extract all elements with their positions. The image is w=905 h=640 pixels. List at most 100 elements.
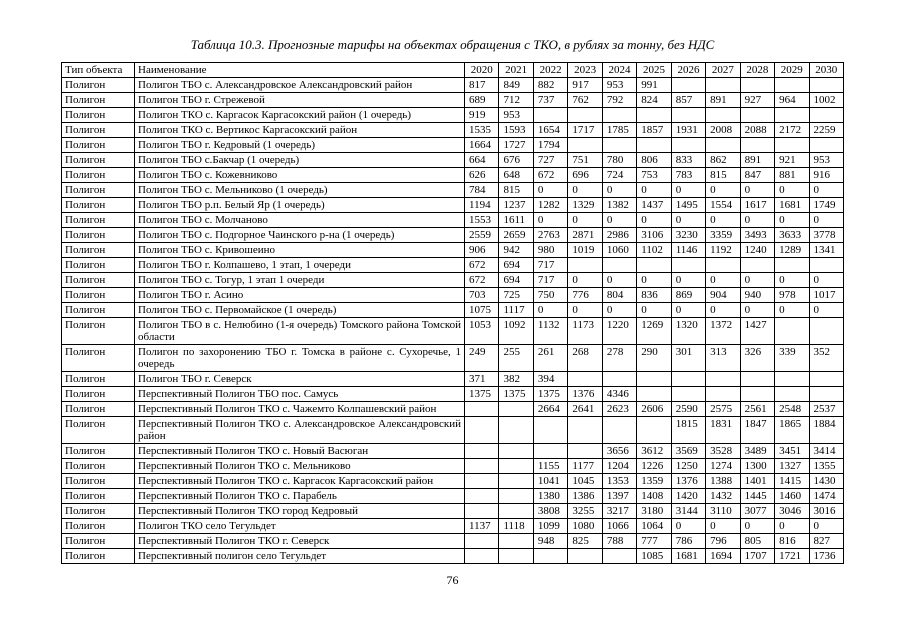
cell-tariff-value: 882: [532, 77, 569, 93]
cell-tariff-value: 371: [463, 371, 500, 387]
cell-tariff-value: [774, 107, 810, 123]
column-header: 2022: [532, 62, 569, 78]
cell-object-type: Полигон: [61, 503, 135, 519]
cell-tariff-value: 290: [636, 344, 672, 372]
column-header: 2024: [601, 62, 638, 78]
cell-tariff-value: 1075: [463, 302, 500, 318]
cell-tariff-value: 0: [705, 212, 741, 228]
table-row: Полигон Полигон ТБО с. Подгорное Чаинског…: [61, 227, 845, 243]
cell-tariff-value: 2664: [532, 401, 569, 417]
cell-facility-name: Полигон ТБО р.п. Белый Яр (1 очередь): [134, 197, 465, 213]
cell-tariff-value: [670, 137, 707, 153]
cell-tariff-value: 1327: [774, 458, 810, 474]
cell-tariff-value: 1300: [739, 458, 776, 474]
cell-tariff-value: 1137: [463, 518, 500, 534]
cell-tariff-value: 1085: [636, 548, 672, 564]
cell-tariff-value: 703: [463, 287, 500, 303]
cell-tariff-value: 1376: [670, 473, 707, 489]
cell-object-type: Полигон: [61, 197, 135, 213]
cell-facility-name: Перспективный полигон село Тегульдет: [134, 548, 465, 564]
cell-tariff-value: 0: [601, 212, 638, 228]
cell-tariff-value: 1375: [498, 386, 534, 402]
cell-object-type: Полигон: [61, 77, 135, 93]
table-row: Полигон Полигон ТБО с. Мельниково (1 очер…: [61, 182, 845, 198]
cell-tariff-value: 1694: [705, 548, 741, 564]
cell-tariff-value: 1269: [636, 317, 672, 345]
cell-tariff-value: 1408: [636, 488, 672, 504]
cell-tariff-value: [498, 443, 534, 459]
cell-tariff-value: 2537: [808, 401, 845, 417]
cell-tariff-value: 1194: [463, 197, 500, 213]
cell-tariff-value: 1282: [532, 197, 569, 213]
cell-tariff-value: 815: [705, 167, 741, 183]
cell-tariff-value: 1177: [567, 458, 603, 474]
cell-tariff-value: 1815: [670, 416, 707, 444]
cell-tariff-value: 0: [636, 302, 672, 318]
cell-tariff-value: 891: [739, 152, 776, 168]
cell-tariff-value: 3808: [532, 503, 569, 519]
cell-tariff-value: 784: [463, 182, 500, 198]
cell-tariff-value: [808, 257, 845, 273]
cell-tariff-value: 727: [532, 152, 569, 168]
cell-tariff-value: [705, 257, 741, 273]
cell-tariff-value: 0: [705, 182, 741, 198]
cell-tariff-value: 1495: [670, 197, 707, 213]
cell-facility-name: Полигон ТКО с. Вертикос Каргасокский рай…: [134, 122, 465, 138]
cell-tariff-value: 1432: [705, 488, 741, 504]
table-row: Полигон Полигон ТБО с. Кожевниково 626 648 6…: [61, 167, 845, 183]
cell-tariff-value: 3077: [739, 503, 776, 519]
cell-tariff-value: 1117: [498, 302, 534, 318]
cell-tariff-value: 694: [498, 272, 534, 288]
cell-tariff-value: [463, 458, 500, 474]
cell-tariff-value: 919: [463, 107, 500, 123]
cell-tariff-value: 904: [705, 287, 741, 303]
cell-tariff-value: 3359: [705, 227, 741, 243]
cell-tariff-value: 750: [532, 287, 569, 303]
cell-tariff-value: 1274: [705, 458, 741, 474]
cell-tariff-value: [774, 137, 810, 153]
table-row: Полигон Перспективный Полигон ТКО город К…: [61, 503, 845, 519]
cell-tariff-value: [739, 107, 776, 123]
cell-tariff-value: [463, 533, 500, 549]
cell-tariff-value: 1002: [808, 92, 845, 108]
cell-tariff-value: 737: [532, 92, 569, 108]
cell-tariff-value: 3656: [601, 443, 638, 459]
cell-facility-name: Полигон ТБО с. Подгорное Чаинского р-на …: [134, 227, 465, 243]
cell-tariff-value: 0: [567, 272, 603, 288]
cell-tariff-value: 847: [739, 167, 776, 183]
cell-tariff-value: [601, 257, 638, 273]
cell-facility-name: Полигон ТБО г. Стрежевой: [134, 92, 465, 108]
cell-facility-name: Перспективный Полигон ТКО с. Парабель: [134, 488, 465, 504]
cell-tariff-value: 724: [601, 167, 638, 183]
cell-tariff-value: 0: [532, 302, 569, 318]
cell-facility-name: Полигон ТБО с. Кривошеино: [134, 242, 465, 258]
cell-tariff-value: 382: [498, 371, 534, 387]
cell-tariff-value: [498, 488, 534, 504]
cell-facility-name: Перспективный Полигон ТКО с. Александров…: [134, 416, 465, 444]
cell-tariff-value: 352: [808, 344, 845, 372]
cell-tariff-value: 783: [670, 167, 707, 183]
cell-tariff-value: 857: [670, 92, 707, 108]
cell-object-type: Полигон: [61, 257, 135, 273]
cell-tariff-value: 3217: [601, 503, 638, 519]
cell-tariff-value: 0: [808, 272, 845, 288]
cell-tariff-value: 2088: [739, 122, 776, 138]
cell-tariff-value: 3633: [774, 227, 810, 243]
cell-tariff-value: 1460: [774, 488, 810, 504]
table-row: Полигон Полигон по захоронению ТБО г. Том…: [61, 344, 845, 372]
cell-tariff-value: 805: [739, 533, 776, 549]
cell-tariff-value: [670, 257, 707, 273]
cell-tariff-value: 1931: [670, 122, 707, 138]
cell-object-type: Полигон: [61, 518, 135, 534]
cell-tariff-value: 1794: [532, 137, 569, 153]
cell-object-type: Полигон: [61, 548, 135, 564]
cell-tariff-value: 780: [601, 152, 638, 168]
cell-tariff-value: 1535: [463, 122, 500, 138]
cell-tariff-value: 1060: [601, 242, 638, 258]
cell-tariff-value: 824: [636, 92, 672, 108]
cell-tariff-value: 0: [774, 182, 810, 198]
cell-tariff-value: [739, 77, 776, 93]
cell-tariff-value: 1437: [636, 197, 672, 213]
cell-tariff-value: 1380: [532, 488, 569, 504]
cell-tariff-value: 1865: [774, 416, 810, 444]
